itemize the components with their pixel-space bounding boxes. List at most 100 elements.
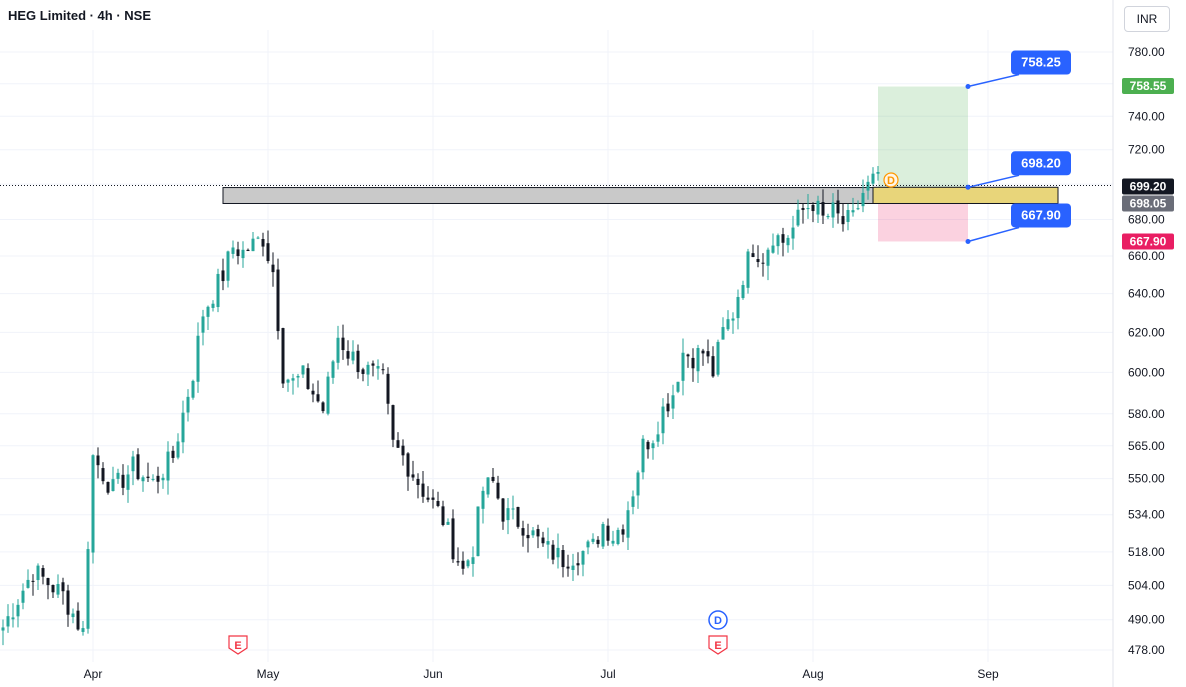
candle [286, 378, 290, 392]
candle [251, 231, 255, 252]
candle [811, 202, 815, 223]
price-callout[interactable]: 698.20 [965, 151, 1072, 190]
candle-body [171, 450, 175, 458]
candle-body [331, 361, 335, 378]
candle [836, 189, 840, 224]
candle [526, 523, 530, 553]
candle-body [281, 328, 285, 384]
earnings-label: E [234, 640, 241, 652]
candle [121, 464, 125, 496]
callout-connector [967, 73, 1020, 88]
candle-body [411, 474, 415, 478]
candle [16, 599, 20, 628]
earnings-marker[interactable]: E [708, 635, 728, 655]
candle-body [701, 350, 705, 354]
candle [501, 498, 505, 530]
time-tick-label: Sep [977, 667, 999, 681]
candle-body [516, 506, 520, 527]
target-zone[interactable] [878, 86, 968, 188]
candle-body [221, 270, 225, 282]
candle [331, 359, 335, 384]
candle-body [86, 549, 90, 629]
candle-body [776, 235, 780, 247]
price-tick-label: 478.00 [1128, 643, 1165, 657]
price-tag-dark: 699.20 [1122, 178, 1174, 195]
price-callout[interactable]: 758.25 [965, 50, 1072, 90]
candle-body [486, 477, 490, 495]
candle [546, 527, 550, 559]
earnings-icon [228, 635, 248, 655]
candle-body [561, 550, 565, 568]
candle-body [581, 550, 585, 565]
candle [356, 344, 360, 379]
price-callout[interactable]: 667.90 [965, 203, 1072, 244]
candle [831, 193, 835, 228]
candle-body [356, 350, 360, 373]
candle-body [321, 402, 325, 412]
candle-body [691, 357, 695, 369]
candle [31, 574, 35, 596]
candle-body [416, 478, 420, 485]
candle-body [211, 303, 215, 308]
candle [771, 233, 775, 254]
candle [301, 365, 305, 379]
candle [236, 241, 240, 265]
candlestick-series [1, 166, 880, 646]
candle-body [16, 604, 20, 617]
dividend-marker[interactable]: D [708, 610, 728, 630]
candle-body [341, 337, 345, 351]
candle [641, 435, 645, 480]
candle-body [481, 490, 485, 509]
candle-body [176, 441, 180, 458]
candle [336, 325, 340, 370]
candle-body [196, 335, 200, 382]
candle-body [491, 476, 495, 481]
price-tick-label: 720.00 [1128, 143, 1165, 157]
candle [541, 531, 545, 547]
candle [556, 533, 560, 569]
candle [346, 340, 350, 366]
candle [21, 583, 25, 610]
drawing-zones [222, 86, 1059, 242]
candle-body [616, 529, 620, 545]
price-tick-label: 660.00 [1128, 249, 1165, 263]
candle-body [621, 529, 625, 535]
candle [166, 441, 170, 495]
candle-body [711, 356, 715, 377]
candle-body [71, 613, 75, 618]
candle [691, 348, 695, 382]
candle-body [351, 351, 355, 361]
candle [316, 380, 320, 403]
candle [481, 486, 485, 524]
price-axis: 780.00760.00740.00720.00700.00680.00660.… [1112, 0, 1174, 687]
currency-selector[interactable]: INR [1124, 6, 1170, 32]
candle [41, 565, 45, 585]
candle-body [546, 541, 550, 545]
candle-body [586, 541, 590, 548]
candle-body [551, 544, 555, 560]
candle-body [291, 378, 295, 381]
candle [721, 317, 725, 340]
candle [181, 400, 185, 454]
candle [821, 189, 825, 224]
candle-body [846, 210, 850, 222]
candle-body [856, 208, 860, 210]
candle-body [501, 498, 505, 522]
time-tick-label: Apr [84, 667, 103, 681]
candle-body [81, 628, 85, 632]
candle-body [771, 245, 775, 253]
candle [436, 491, 440, 508]
candle-body [826, 215, 830, 218]
candle-body [736, 296, 740, 319]
candle-body [656, 434, 660, 442]
earnings-icon [708, 635, 728, 655]
dividend_upcoming-marker[interactable]: D [883, 172, 899, 188]
candle [646, 440, 650, 459]
candle [631, 490, 635, 515]
earnings-marker[interactable]: E [228, 635, 248, 655]
candle [561, 544, 565, 578]
candle-body [156, 475, 160, 482]
candle [686, 353, 690, 368]
candle-body [601, 524, 605, 547]
